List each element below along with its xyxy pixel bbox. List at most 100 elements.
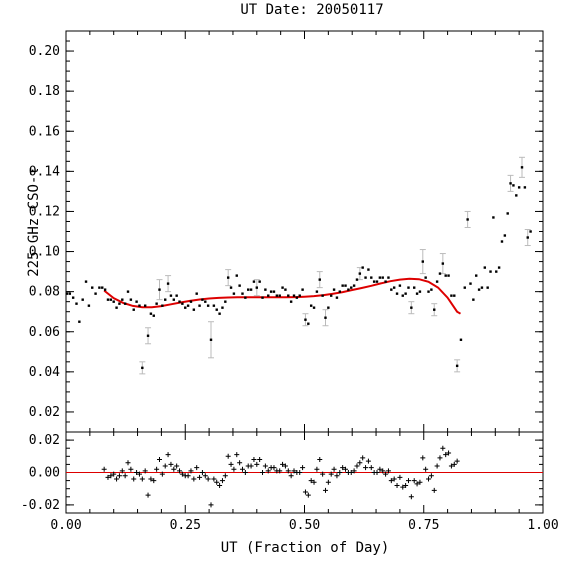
residual-point (428, 473, 434, 479)
residual-point (105, 474, 111, 480)
tau-point (381, 276, 384, 279)
tau-point (441, 262, 445, 265)
tau-point (195, 292, 198, 295)
residual-point (214, 479, 220, 485)
residual-point (165, 452, 171, 458)
residual-point (257, 457, 263, 463)
tau-point (287, 294, 290, 297)
tau-point (204, 300, 207, 303)
residual-point (411, 478, 417, 484)
residual-point (277, 468, 283, 474)
tau-point (221, 306, 224, 309)
tau-point (118, 302, 121, 305)
residual-point (334, 473, 340, 479)
tau-point (415, 292, 419, 295)
tau-point (503, 234, 507, 237)
tau-point (261, 296, 264, 299)
tau-point (361, 266, 364, 269)
tau-point (138, 304, 141, 307)
tau-point (529, 230, 532, 233)
tau-point (435, 280, 439, 283)
tau-point (258, 280, 261, 283)
tau-point (500, 240, 504, 243)
tau-point (198, 304, 201, 307)
tau-point (526, 236, 529, 239)
residual-point (426, 476, 432, 482)
tau-point (141, 366, 144, 370)
tau-point (281, 286, 284, 289)
tau-point (252, 280, 256, 283)
y-axis-label: 225 GHz CSO-τ (26, 167, 42, 277)
tau-point (509, 182, 512, 185)
tau-point (358, 272, 362, 275)
tau-point (413, 286, 416, 289)
tau-point (469, 282, 472, 285)
tau-point (375, 280, 379, 283)
residual-point (205, 476, 211, 482)
tau-point (497, 266, 501, 269)
tau-point (517, 186, 521, 189)
tau-point (158, 288, 161, 291)
x-tick-label: 0.25 (170, 518, 201, 533)
residual-point (443, 452, 449, 458)
x-tick-label: 1.00 (527, 518, 558, 533)
residual-point (431, 487, 437, 493)
residual-point (391, 476, 397, 482)
tau-point (298, 294, 301, 297)
tau-point (132, 308, 135, 311)
tau-point (523, 186, 527, 189)
tau-point (352, 284, 356, 287)
tau-ytick-label: 0.18 (29, 84, 60, 99)
residual-point (337, 470, 343, 475)
residual-ytick-label: 0.00 (29, 466, 60, 481)
residual-point (331, 466, 337, 472)
residual-point (237, 460, 243, 466)
residual-point (446, 450, 452, 456)
residual-point (291, 468, 297, 474)
residual-point (197, 474, 203, 480)
tau-point (201, 298, 204, 301)
tau-point (178, 300, 181, 303)
tau-point (338, 290, 341, 293)
tau-point (109, 298, 113, 301)
residual-point (394, 482, 400, 488)
tau-point (324, 316, 327, 319)
tau-point (395, 292, 399, 295)
x-tick-label: 0.00 (50, 518, 81, 533)
tau-point (407, 286, 410, 289)
residual-point (357, 460, 363, 466)
tau-point (453, 294, 456, 297)
tau-point (459, 338, 463, 341)
residual-point (168, 461, 174, 467)
tau-ytick-label: 0.14 (29, 164, 60, 179)
residual-point (156, 457, 162, 463)
tau-point (192, 308, 196, 311)
tau-point (123, 302, 127, 305)
tau-point (235, 274, 238, 277)
residual-point (125, 460, 131, 466)
residual-point (400, 484, 406, 490)
tau-point (249, 288, 253, 291)
tau-point (392, 286, 396, 289)
tau-point (335, 296, 339, 299)
tau-point (289, 300, 293, 303)
tau-point (312, 306, 316, 309)
tau-point (390, 288, 393, 291)
tau-point (480, 286, 484, 289)
residual-point (317, 457, 323, 463)
residual-point (383, 471, 389, 477)
residual-point (242, 470, 248, 475)
residual-point (194, 465, 200, 471)
residual-point (116, 473, 122, 479)
tau-ytick-label: 0.10 (29, 245, 60, 260)
residual-point (234, 452, 240, 458)
residual-point (145, 492, 151, 498)
tau-point (247, 288, 250, 291)
tau-point (398, 284, 402, 287)
tau-point (404, 292, 407, 295)
tau-point (506, 212, 509, 215)
tau-point (244, 296, 247, 299)
residual-point (448, 463, 454, 469)
tau-point (175, 294, 178, 297)
chart-title: UT Date: 20050117 (240, 2, 383, 18)
